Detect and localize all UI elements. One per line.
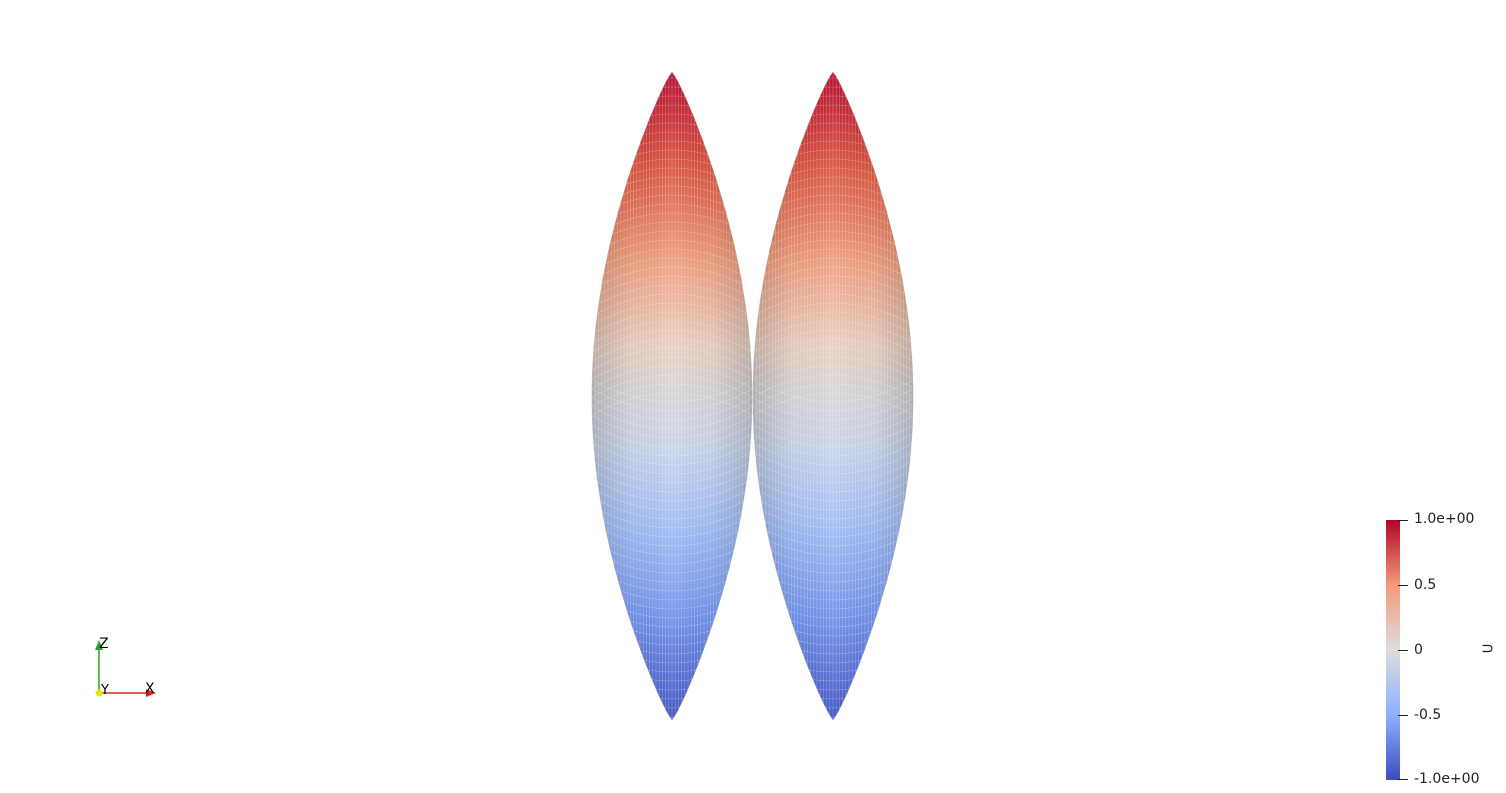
colorbar-tick xyxy=(1398,779,1408,780)
colorbar-label-max: 1.0e+00 xyxy=(1414,511,1475,527)
axis-z-label: Z xyxy=(99,636,109,652)
y-axis-dot xyxy=(95,689,103,697)
orientation-axes xyxy=(95,640,156,697)
x-axis-arrow xyxy=(146,689,156,697)
colorbar xyxy=(1386,520,1400,780)
axis-x-label: X xyxy=(145,681,155,697)
mesh-lobe xyxy=(591,71,753,721)
colorbar-tick xyxy=(1398,650,1408,651)
colorbar-label: 0 xyxy=(1414,642,1423,658)
colorbar-label-min: -1.0e+00 xyxy=(1414,771,1480,787)
colorbar-label: -0.5 xyxy=(1414,707,1442,723)
z-axis-arrow xyxy=(95,640,103,650)
colorbar-title: U xyxy=(1481,643,1497,654)
axis-y-label: Y xyxy=(101,683,109,698)
mesh-lobe xyxy=(752,71,914,721)
colorbar-tick xyxy=(1398,715,1408,716)
colorbar-label: 0.5 xyxy=(1414,577,1437,593)
colorbar-tick xyxy=(1398,585,1408,586)
mesh-surface xyxy=(591,71,914,721)
colorbar-tick xyxy=(1398,520,1408,521)
